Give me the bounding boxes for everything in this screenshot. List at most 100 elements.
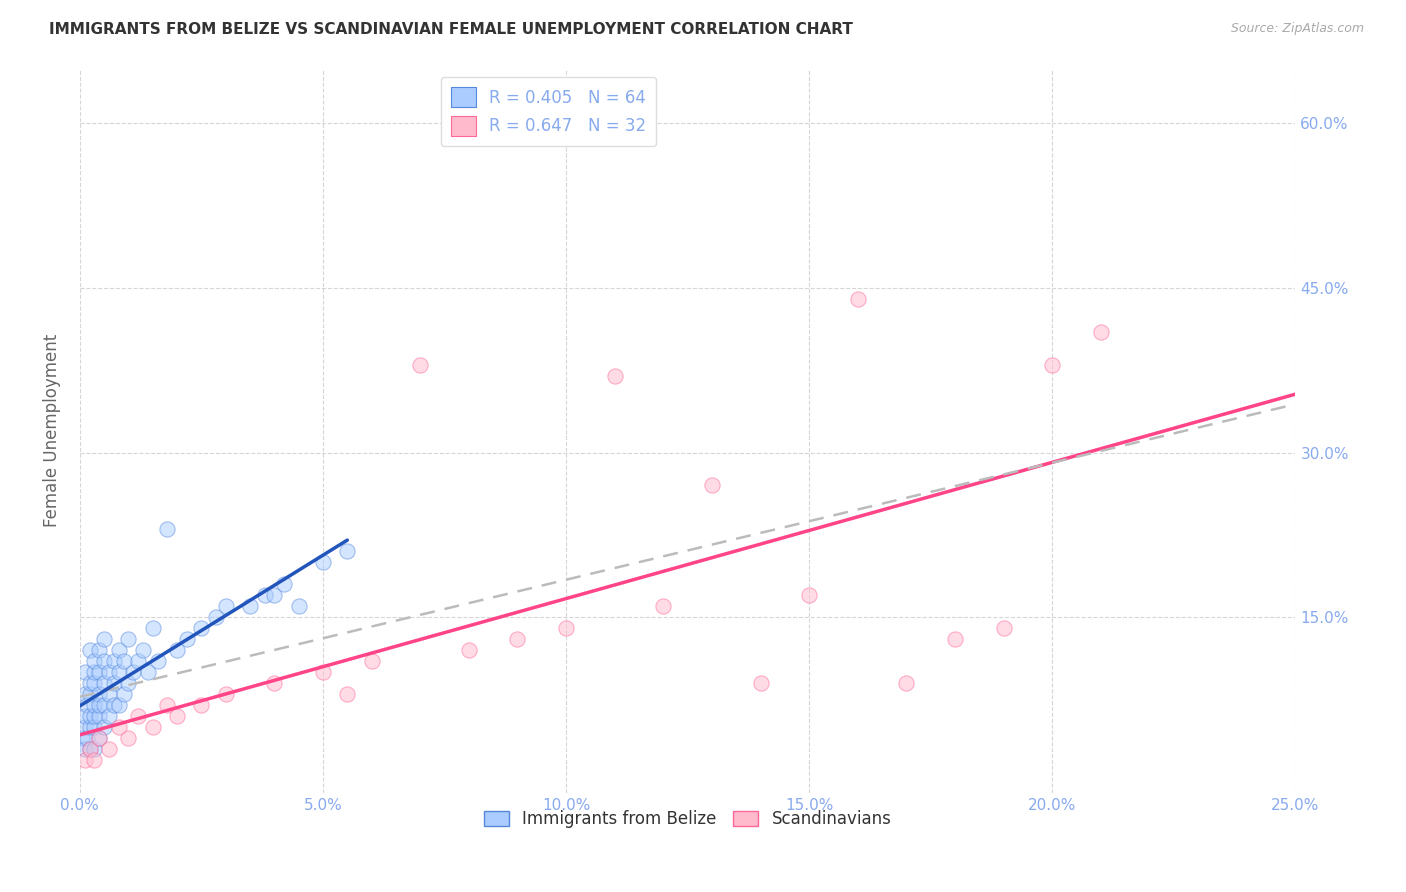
Point bbox=[122, 665, 145, 679]
Point bbox=[93, 676, 115, 690]
Point bbox=[215, 687, 238, 701]
Point bbox=[89, 731, 111, 745]
Point bbox=[993, 621, 1015, 635]
Point bbox=[98, 665, 121, 679]
Point bbox=[263, 588, 285, 602]
Point bbox=[79, 741, 101, 756]
Point bbox=[103, 654, 125, 668]
Point bbox=[127, 709, 149, 723]
Point bbox=[215, 599, 238, 614]
Point bbox=[83, 676, 105, 690]
Point bbox=[79, 643, 101, 657]
Point bbox=[263, 676, 285, 690]
Point bbox=[89, 687, 111, 701]
Point bbox=[76, 731, 98, 745]
Point bbox=[107, 720, 129, 734]
Point bbox=[98, 709, 121, 723]
Point bbox=[112, 687, 135, 701]
Point bbox=[76, 698, 98, 712]
Point bbox=[103, 676, 125, 690]
Text: Source: ZipAtlas.com: Source: ZipAtlas.com bbox=[1230, 22, 1364, 36]
Point bbox=[117, 731, 139, 745]
Point bbox=[943, 632, 966, 646]
Point bbox=[93, 698, 115, 712]
Point bbox=[146, 654, 169, 668]
Point bbox=[336, 687, 359, 701]
Point bbox=[287, 599, 309, 614]
Point bbox=[312, 555, 335, 569]
Point bbox=[190, 698, 212, 712]
Point bbox=[457, 643, 479, 657]
Point bbox=[360, 654, 382, 668]
Point bbox=[79, 709, 101, 723]
Point bbox=[253, 588, 276, 602]
Point bbox=[79, 720, 101, 734]
Point bbox=[506, 632, 529, 646]
Point bbox=[79, 741, 101, 756]
Point bbox=[83, 709, 105, 723]
Point bbox=[799, 588, 821, 602]
Point bbox=[555, 621, 578, 635]
Point bbox=[89, 643, 111, 657]
Point bbox=[79, 687, 101, 701]
Point bbox=[112, 654, 135, 668]
Point bbox=[176, 632, 198, 646]
Point bbox=[83, 753, 105, 767]
Point bbox=[132, 643, 155, 657]
Y-axis label: Female Unemployment: Female Unemployment bbox=[44, 334, 60, 527]
Point bbox=[83, 741, 105, 756]
Point bbox=[98, 741, 121, 756]
Point bbox=[98, 687, 121, 701]
Point bbox=[239, 599, 262, 614]
Point bbox=[156, 698, 179, 712]
Point bbox=[273, 577, 295, 591]
Point bbox=[409, 358, 432, 372]
Point bbox=[136, 665, 159, 679]
Point bbox=[89, 698, 111, 712]
Point bbox=[83, 654, 105, 668]
Point bbox=[73, 687, 96, 701]
Point bbox=[73, 720, 96, 734]
Point bbox=[700, 478, 723, 492]
Point bbox=[93, 654, 115, 668]
Point bbox=[73, 741, 96, 756]
Point bbox=[93, 720, 115, 734]
Point bbox=[103, 698, 125, 712]
Text: IMMIGRANTS FROM BELIZE VS SCANDINAVIAN FEMALE UNEMPLOYMENT CORRELATION CHART: IMMIGRANTS FROM BELIZE VS SCANDINAVIAN F… bbox=[49, 22, 853, 37]
Point bbox=[749, 676, 772, 690]
Point bbox=[652, 599, 675, 614]
Legend: Immigrants from Belize, Scandinavians: Immigrants from Belize, Scandinavians bbox=[477, 804, 898, 835]
Point bbox=[190, 621, 212, 635]
Point bbox=[336, 544, 359, 558]
Point bbox=[117, 676, 139, 690]
Point bbox=[846, 292, 869, 306]
Point bbox=[166, 709, 188, 723]
Point bbox=[72, 731, 94, 745]
Point bbox=[1090, 325, 1112, 339]
Point bbox=[896, 676, 918, 690]
Point bbox=[107, 698, 129, 712]
Point bbox=[93, 632, 115, 646]
Point bbox=[205, 610, 228, 624]
Point bbox=[117, 632, 139, 646]
Point bbox=[73, 753, 96, 767]
Point bbox=[1040, 358, 1063, 372]
Point bbox=[79, 676, 101, 690]
Point bbox=[89, 731, 111, 745]
Point bbox=[603, 368, 626, 383]
Point bbox=[107, 643, 129, 657]
Point bbox=[83, 698, 105, 712]
Point bbox=[166, 643, 188, 657]
Point bbox=[142, 621, 165, 635]
Point bbox=[73, 709, 96, 723]
Point bbox=[83, 665, 105, 679]
Point bbox=[89, 665, 111, 679]
Point bbox=[312, 665, 335, 679]
Point bbox=[73, 665, 96, 679]
Point bbox=[127, 654, 149, 668]
Point bbox=[156, 522, 179, 536]
Point bbox=[89, 709, 111, 723]
Point bbox=[107, 665, 129, 679]
Point bbox=[83, 720, 105, 734]
Point bbox=[142, 720, 165, 734]
